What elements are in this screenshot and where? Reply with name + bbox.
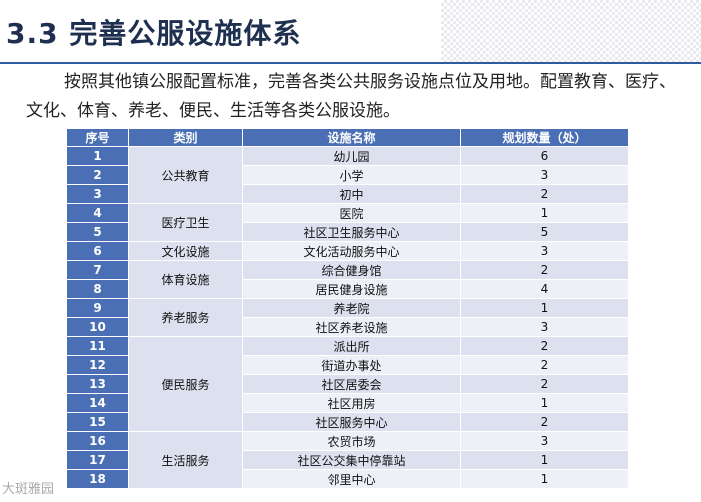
facility-name: 社区服务中心 bbox=[242, 412, 461, 432]
facility-table: 序号 类别 设施名称 规划数量（处） 1 公共教育 幼儿园 6 2 小学 3 3… bbox=[66, 128, 629, 489]
row-seq: 15 bbox=[66, 412, 129, 432]
header-pattern bbox=[441, 0, 701, 64]
table-row: 16 生活服务 农贸市场 3 bbox=[66, 431, 629, 489]
watermark: 大斑雅园 bbox=[2, 482, 55, 497]
table-row: 11 便民服务 派出所 2 bbox=[66, 336, 629, 432]
row-seq: 6 bbox=[66, 241, 129, 261]
facility-count: 3 bbox=[460, 165, 629, 185]
table-row: 17 社区公交集中停靠站 1 bbox=[66, 450, 629, 470]
facility-count: 1 bbox=[460, 393, 629, 413]
table-row: 10 社区养老设施 3 bbox=[66, 317, 629, 337]
table-row: 14 社区用房 1 bbox=[66, 393, 629, 413]
facility-count: 2 bbox=[460, 374, 629, 394]
row-seq: 10 bbox=[66, 317, 129, 337]
facility-name: 幼儿园 bbox=[242, 146, 461, 166]
facility-count: 2 bbox=[460, 260, 629, 280]
table-row: 9 养老服务 养老院 1 bbox=[66, 298, 629, 337]
header-facility: 设施名称 bbox=[242, 128, 461, 147]
row-seq: 8 bbox=[66, 279, 129, 299]
table-row: 15 社区服务中心 2 bbox=[66, 412, 629, 432]
facility-name: 社区养老设施 bbox=[242, 317, 461, 337]
page-title: 3.3 完善公服设施体系 bbox=[6, 17, 302, 50]
facility-name: 社区公交集中停靠站 bbox=[242, 450, 461, 470]
row-seq: 14 bbox=[66, 393, 129, 413]
facility-name: 综合健身馆 bbox=[242, 260, 461, 280]
facility-name: 文化活动服务中心 bbox=[242, 241, 461, 261]
facility-count: 3 bbox=[460, 241, 629, 261]
table-row: 6 文化设施 文化活动服务中心 3 bbox=[66, 241, 629, 261]
row-seq: 11 bbox=[66, 336, 129, 356]
facility-name: 小学 bbox=[242, 165, 461, 185]
category-cell: 体育设施 bbox=[128, 260, 243, 299]
header-count: 规划数量（处） bbox=[460, 128, 629, 147]
row-seq: 4 bbox=[66, 203, 129, 223]
facility-count: 4 bbox=[460, 279, 629, 299]
facility-count: 1 bbox=[460, 469, 629, 489]
facility-count: 2 bbox=[460, 336, 629, 356]
facility-name: 社区卫生服务中心 bbox=[242, 222, 461, 242]
category-cell: 便民服务 bbox=[128, 336, 243, 432]
category-cell: 公共教育 bbox=[128, 146, 243, 204]
facility-count: 2 bbox=[460, 184, 629, 204]
header-category: 类别 bbox=[128, 128, 243, 147]
category-cell: 养老服务 bbox=[128, 298, 243, 337]
facility-count: 1 bbox=[460, 298, 629, 318]
row-seq: 7 bbox=[66, 260, 129, 280]
row-seq: 13 bbox=[66, 374, 129, 394]
facility-name: 医院 bbox=[242, 203, 461, 223]
table-row: 8 居民健身设施 4 bbox=[66, 279, 629, 299]
facility-count: 3 bbox=[460, 317, 629, 337]
facility-name: 邻里中心 bbox=[242, 469, 461, 489]
table-header-row: 序号 类别 设施名称 规划数量（处） bbox=[66, 128, 629, 147]
category-cell: 生活服务 bbox=[128, 431, 243, 489]
facility-count: 2 bbox=[460, 412, 629, 432]
facility-count: 5 bbox=[460, 222, 629, 242]
facility-count: 1 bbox=[460, 450, 629, 470]
intro-paragraph: 按照其他镇公服配置标准，完善各类公共服务设施点位及用地。配置教育、医疗、文化、体… bbox=[26, 72, 676, 121]
facility-count: 3 bbox=[460, 431, 629, 451]
row-seq: 5 bbox=[66, 222, 129, 242]
header: 3.3 完善公服设施体系 bbox=[0, 0, 701, 64]
facility-name: 养老院 bbox=[242, 298, 461, 318]
category-cell: 医疗卫生 bbox=[128, 203, 243, 242]
row-seq: 3 bbox=[66, 184, 129, 204]
title-divider bbox=[0, 62, 701, 64]
row-seq: 9 bbox=[66, 298, 129, 318]
row-seq: 2 bbox=[66, 165, 129, 185]
row-seq: 12 bbox=[66, 355, 129, 375]
table-row: 1 公共教育 幼儿园 6 bbox=[66, 146, 629, 204]
facility-name: 街道办事处 bbox=[242, 355, 461, 375]
facility-name: 居民健身设施 bbox=[242, 279, 461, 299]
table-row: 7 体育设施 综合健身馆 2 bbox=[66, 260, 629, 299]
row-seq: 17 bbox=[66, 450, 129, 470]
row-seq: 18 bbox=[66, 469, 129, 489]
facility-name: 农贸市场 bbox=[242, 431, 461, 451]
table-row: 4 医疗卫生 医院 1 bbox=[66, 203, 629, 242]
facility-name: 初中 bbox=[242, 184, 461, 204]
category-cell: 文化设施 bbox=[128, 241, 243, 261]
table-row: 18 邻里中心 1 bbox=[66, 469, 629, 489]
facility-name: 社区居委会 bbox=[242, 374, 461, 394]
facility-name: 社区用房 bbox=[242, 393, 461, 413]
facility-count: 6 bbox=[460, 146, 629, 166]
row-seq: 1 bbox=[66, 146, 129, 166]
table-row: 12 街道办事处 2 bbox=[66, 355, 629, 375]
row-seq: 16 bbox=[66, 431, 129, 451]
table-row: 5 社区卫生服务中心 5 bbox=[66, 222, 629, 242]
facility-name: 派出所 bbox=[242, 336, 461, 356]
facility-count: 2 bbox=[460, 355, 629, 375]
header-seq: 序号 bbox=[66, 128, 129, 147]
facility-count: 1 bbox=[460, 203, 629, 223]
